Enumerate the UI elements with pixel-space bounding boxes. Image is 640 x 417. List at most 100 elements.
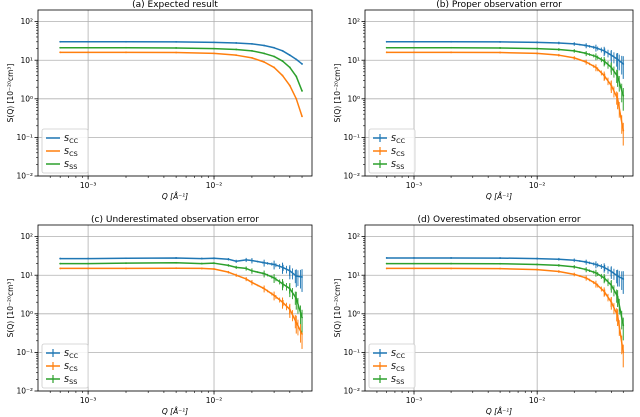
data-point [288, 66, 291, 69]
legend-box [41, 128, 89, 174]
legend-label: SCS [64, 147, 78, 158]
data-point [213, 41, 215, 44]
series-s-cc [385, 40, 625, 79]
series-s-ss [385, 46, 625, 111]
data-point [295, 75, 298, 78]
data-point [213, 47, 215, 50]
plot-frame [364, 9, 634, 177]
x-axis-label: Q [Å⁻¹] [162, 192, 188, 201]
subplot-title: (a) Expected result [132, 0, 218, 10]
y-tick-label: 10² [347, 17, 360, 26]
y-tick-label: 10² [20, 232, 33, 241]
data-point [87, 40, 90, 43]
subplot-b: 10⁻³ 10⁻² 10⁻² 10⁻¹ 10⁰ 10¹ 10² (b) Proper obse… [333, 0, 634, 201]
data-point [295, 97, 298, 100]
data-point [175, 47, 178, 49]
y-tick-label: 10⁻¹ [343, 133, 360, 142]
series-s-cs [385, 51, 625, 146]
y-tick-label: 10¹ [347, 56, 360, 65]
data-point [301, 63, 303, 65]
legend-label: SCS [391, 362, 405, 373]
y-tick-label: 10⁻² [16, 387, 33, 396]
legend-label: SSS [64, 375, 77, 386]
data-point [251, 49, 253, 52]
data-point [281, 60, 284, 62]
data-point [301, 115, 303, 118]
subplot-c: 10⁻³ 10⁻² 10⁻² 10⁻¹ 10⁰ 10¹ 10² (c) Underestima… [6, 215, 313, 416]
data-point [235, 42, 238, 44]
legend-label: SCC [391, 349, 406, 360]
y-axis-label: S(Q) [10⁻²⁰cm³] [333, 279, 342, 338]
y-axis-label: S(Q) [10⁻²⁰cm³] [6, 279, 15, 338]
data-point [263, 61, 266, 63]
data-point [87, 51, 90, 54]
subplot-title: (c) Underestimated observation error [91, 215, 259, 225]
data-point [281, 49, 284, 52]
y-tick-label: 10¹ [20, 271, 33, 280]
y-tick-label: 10² [20, 17, 33, 26]
data-point [288, 54, 291, 57]
plot-frame [364, 224, 634, 392]
data-point [213, 52, 215, 55]
y-tick-label: 10¹ [347, 271, 360, 280]
data-point [175, 41, 178, 43]
series-s-ss [59, 46, 303, 92]
y-axis-label: S(Q) [10⁻²⁰cm³] [6, 64, 15, 123]
legend: SCC SCS SSS [368, 128, 416, 174]
legend-label: SCC [64, 134, 79, 145]
plot-frame [37, 9, 313, 177]
data-point [281, 74, 284, 77]
data-point [175, 51, 178, 54]
y-tick-label: 10² [347, 232, 360, 241]
subplot-title: (b) Proper observation error [436, 0, 562, 10]
series-s-cc [385, 257, 625, 294]
legend: SCC SCS SSS [41, 343, 89, 389]
y-tick-label: 10⁻¹ [343, 348, 360, 357]
x-tick-label: 10⁻² [206, 396, 223, 405]
legend-label: SCC [391, 134, 406, 145]
data-point [251, 42, 253, 45]
x-tick-label: 10⁻³ [80, 396, 97, 405]
data-point [125, 40, 127, 43]
x-tick-label: 10⁻² [529, 396, 546, 405]
y-tick-label: 10⁰ [347, 309, 360, 318]
series-s-cs [59, 51, 303, 118]
x-tick-label: 10⁻³ [406, 181, 423, 190]
x-axis-label: Q [Å⁻¹] [486, 407, 512, 416]
y-tick-label: 10¹ [20, 56, 33, 65]
y-tick-label: 10⁻² [343, 172, 360, 181]
series-s-cc [59, 257, 303, 292]
data-point [273, 55, 275, 58]
data-point [87, 46, 90, 49]
legend-label: SSS [391, 160, 404, 171]
data-point [235, 48, 238, 51]
legend-label: SCS [64, 362, 78, 373]
subplot-d: 10⁻³ 10⁻² 10⁻² 10⁻¹ 10⁰ 10¹ 10² (d) Overestimat… [333, 215, 634, 416]
plot-frame [37, 224, 313, 392]
data-point [59, 46, 62, 49]
data-point [125, 51, 127, 54]
series-s-cs [385, 267, 625, 368]
subplot-title: (d) Overestimated observation error [417, 215, 580, 225]
x-axis-label: Q [Å⁻¹] [486, 192, 512, 201]
data-point [273, 46, 275, 49]
y-tick-label: 10⁰ [20, 94, 33, 103]
legend: SCC SCS SSS [41, 128, 89, 174]
legend-label: SCC [64, 349, 79, 360]
x-tick-label: 10⁻² [206, 181, 223, 190]
y-tick-label: 10⁻² [16, 172, 33, 181]
x-tick-label: 10⁻³ [80, 181, 97, 190]
data-point [263, 44, 266, 47]
data-point [295, 58, 298, 61]
legend: SCC SCS SSS [368, 343, 416, 389]
series-s-ss [385, 262, 625, 341]
data-point [251, 56, 253, 59]
y-tick-label: 10⁰ [20, 309, 33, 318]
data-point [59, 51, 62, 54]
x-axis-label: Q [Å⁻¹] [162, 407, 188, 416]
legend-label: SCS [391, 147, 405, 158]
data-point [263, 52, 266, 55]
legend-label: SSS [64, 160, 77, 171]
series-s-ss [59, 261, 303, 333]
